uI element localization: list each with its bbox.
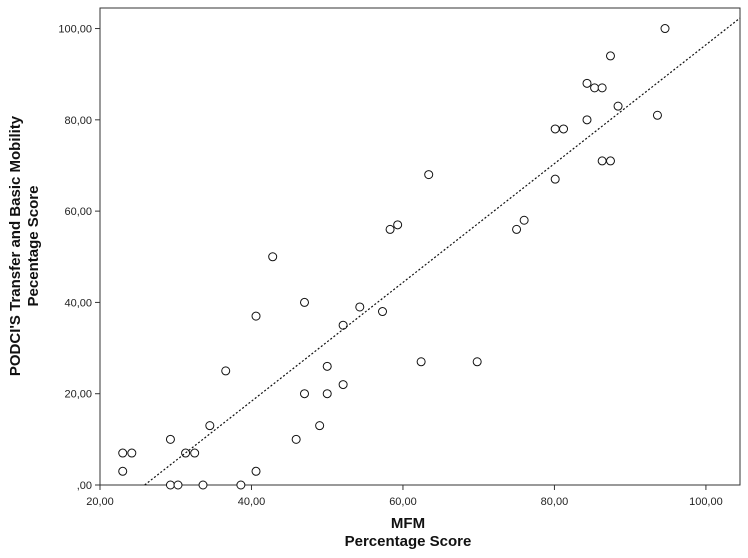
data-point — [127, 448, 137, 458]
data-point — [550, 174, 560, 184]
data-point — [519, 215, 529, 225]
y-tick-label: ,00 — [77, 480, 92, 492]
data-point — [268, 252, 278, 262]
data-point — [165, 480, 175, 490]
data-point — [181, 448, 191, 458]
data-point — [597, 156, 607, 166]
x-tick-label: 80,00 — [541, 496, 569, 508]
y-axis-title: PODCI'S Transfer and Basic Mobility Pece… — [7, 115, 42, 376]
y-tick-label: 60,00 — [64, 206, 92, 218]
data-point — [251, 311, 261, 321]
data-point — [315, 421, 325, 431]
axis-ticks: 20,00 40,00 60,00 80,00 100,00 ,00 20,00 40,00 6… — [58, 24, 722, 508]
data-point — [221, 366, 231, 376]
y-axis-title-line-2: Pecentage Score — [25, 186, 42, 307]
data-point — [472, 357, 482, 367]
data-point — [322, 389, 332, 399]
y-tick-label: 40,00 — [64, 297, 92, 309]
data-point — [590, 83, 600, 93]
data-point — [660, 24, 670, 34]
data-point — [512, 224, 522, 234]
data-point — [198, 480, 208, 490]
y-tick-label: 20,00 — [64, 389, 92, 401]
data-point — [338, 380, 348, 390]
data-point — [559, 124, 569, 134]
data-point — [582, 78, 592, 88]
data-point — [378, 307, 388, 317]
data-point — [385, 224, 395, 234]
data-point — [582, 115, 592, 125]
data-point — [605, 51, 615, 61]
x-tick-label: 20,00 — [86, 496, 114, 508]
plot-area — [99, 7, 741, 486]
data-point — [338, 320, 348, 330]
data-point — [424, 170, 434, 180]
x-axis-title-line-1: MFM — [391, 515, 425, 532]
y-tick-label: 100,00 — [58, 24, 92, 36]
data-point — [416, 357, 426, 367]
data-point — [291, 434, 301, 444]
data-point — [165, 434, 175, 444]
data-point — [322, 361, 332, 371]
data-point — [550, 124, 560, 134]
data-point — [652, 110, 662, 120]
data-point — [355, 302, 365, 312]
data-point — [393, 220, 403, 230]
data-point — [605, 156, 615, 166]
data-point — [190, 448, 200, 458]
x-tick-label: 40,00 — [238, 496, 266, 508]
data-point — [118, 448, 128, 458]
data-point — [205, 421, 215, 431]
data-point — [236, 480, 246, 490]
x-axis-title-line-2: Percentage Score — [345, 533, 472, 550]
data-point — [597, 83, 607, 93]
data-point — [299, 297, 309, 307]
data-point — [613, 101, 623, 111]
data-point — [299, 389, 309, 399]
data-point — [251, 466, 261, 476]
x-tick-label: 60,00 — [389, 496, 417, 508]
y-tick-label: 80,00 — [64, 115, 92, 127]
data-points — [118, 24, 670, 490]
data-point — [118, 466, 128, 476]
data-point — [173, 480, 183, 490]
y-axis-title-line-1: PODCI'S Transfer and Basic Mobility — [7, 115, 24, 376]
x-tick-label: 100,00 — [689, 496, 723, 508]
